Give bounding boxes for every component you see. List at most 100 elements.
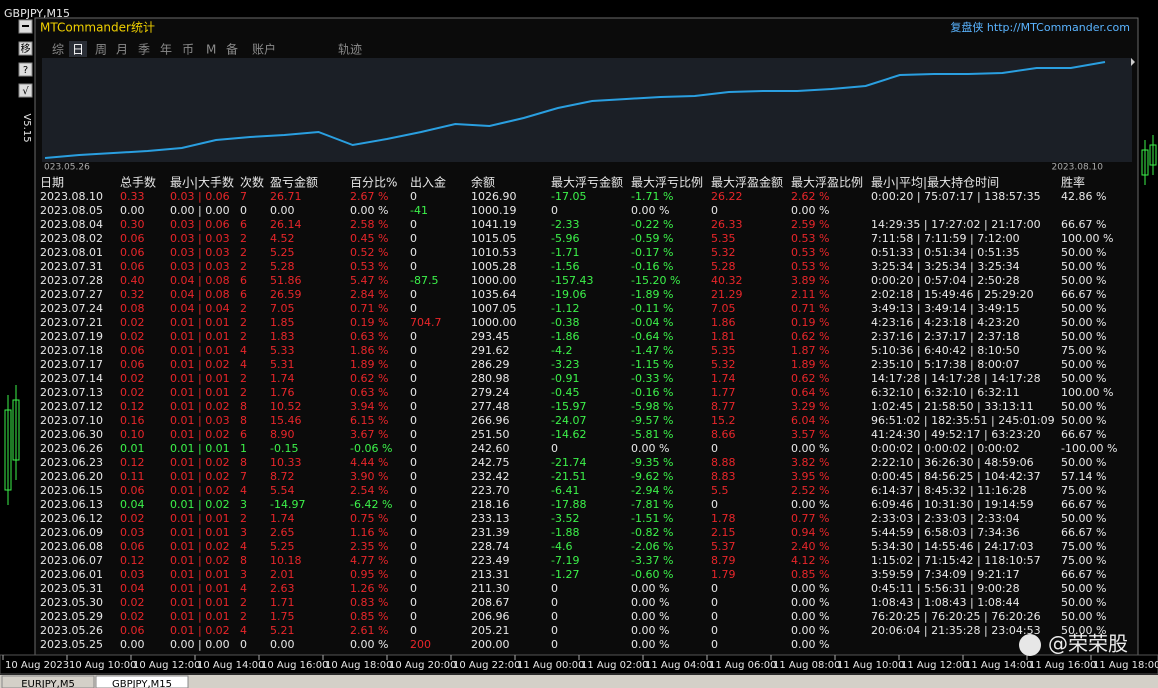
brand-link[interactable]: 复盘侠 http://MTCommander.com: [950, 20, 1130, 34]
table-cell: 50.00 %: [1061, 512, 1106, 525]
table-cell: 5.31: [270, 358, 295, 371]
table-cell: 0.01 | 0.02: [170, 358, 230, 371]
table-cell: 0.00 %: [350, 204, 388, 217]
table-cell: 0.00 %: [791, 204, 829, 217]
column-header: 余额: [471, 175, 495, 190]
table-cell: 2023.05.30: [40, 596, 103, 609]
table-cell: -5.98 %: [631, 400, 673, 413]
table-cell: 0: [410, 330, 417, 343]
table-cell: -1.27: [551, 568, 579, 581]
watermark-icon: [1019, 634, 1041, 656]
table-cell: 286.29: [471, 358, 510, 371]
table-cell: -5.96: [551, 232, 579, 245]
table-cell: 2: [240, 232, 247, 245]
table-cell: 2023.07.24: [40, 302, 103, 315]
tab[interactable]: 账户: [252, 42, 276, 57]
side-button[interactable]: [18, 83, 33, 98]
bottom-tab[interactable]: [1, 675, 95, 688]
tab[interactable]: 日: [72, 43, 84, 57]
table-cell: 0.53 %: [791, 246, 829, 259]
tab[interactable]: 年: [160, 43, 172, 57]
time-label: 11 Aug 16:00: [1029, 660, 1096, 671]
column-header: 最小|平均|最大持仓时间: [871, 175, 999, 190]
table-cell: 279.24: [471, 386, 510, 399]
table-cell: 0: [551, 204, 558, 217]
table-cell: -15.20 %: [631, 274, 680, 287]
table-cell: -2.33: [551, 218, 579, 231]
tab[interactable]: 月: [116, 43, 128, 57]
version: V5.15: [21, 113, 32, 142]
table-cell: 0.00 %: [791, 610, 829, 623]
table-cell: -17.88: [551, 498, 586, 511]
tab-active: [69, 41, 87, 57]
table-cell: 75.00 %: [1061, 554, 1106, 567]
table-cell: -1.71 %: [631, 190, 673, 203]
table-cell: 0.04: [120, 582, 145, 595]
time-label: 11 Aug 02:00: [581, 660, 648, 671]
table-cell: -157.43: [551, 274, 593, 287]
table-cell: 3:49:13 | 3:49:14 | 3:49:15: [871, 302, 1020, 315]
table-cell: 4: [240, 582, 247, 595]
table-cell: 1.83: [270, 330, 295, 343]
table-cell: 2: [240, 386, 247, 399]
table-cell: 3:59:59 | 7:34:09 | 9:21:17: [871, 568, 1020, 581]
table-cell: -100.00 %: [1061, 442, 1117, 455]
tab[interactable]: 备: [226, 43, 238, 57]
table-cell: 200: [410, 638, 431, 651]
table-cell: 0.03 | 0.03: [170, 232, 230, 245]
table-cell: 1.16 %: [350, 526, 388, 539]
table-cell: 2.54 %: [350, 484, 388, 497]
table-cell: 0.01 | 0.02: [170, 624, 230, 637]
side-button[interactable]: [18, 62, 33, 77]
tab[interactable]: M: [206, 43, 216, 57]
table-cell: 2023.07.27: [40, 288, 103, 301]
table-cell: 0.71 %: [791, 302, 829, 315]
table-cell: 2023.07.17: [40, 358, 103, 371]
table-cell: 2023.08.02: [40, 232, 103, 245]
time-label: 11 Aug 14:00: [965, 660, 1032, 671]
table-cell: 0.03 | 0.03: [170, 246, 230, 259]
table-cell: 0.01 | 0.01: [170, 610, 230, 623]
balance-line: [44, 61, 1106, 159]
table-cell: -6.41: [551, 484, 579, 497]
tab[interactable]: 综: [52, 43, 64, 57]
table-cell: 0.04: [120, 498, 145, 511]
table-cell: 0: [410, 526, 417, 539]
table-cell: 0.19 %: [350, 316, 388, 329]
side-button[interactable]: [18, 41, 33, 56]
table-cell: 76:20:25 | 76:20:25 | 76:20:26: [871, 610, 1041, 623]
table-cell: -24.07: [551, 414, 586, 427]
bottom-tab[interactable]: [95, 675, 189, 688]
table-cell: 0: [410, 372, 417, 385]
table-cell: 3.95 %: [791, 470, 829, 483]
table-cell: 228.74: [471, 540, 510, 553]
table-cell: -14.97: [270, 498, 305, 511]
table-cell: 2.59 %: [791, 218, 829, 231]
table-cell: 0.06: [120, 232, 145, 245]
table-cell: 0.53 %: [791, 260, 829, 273]
tab[interactable]: 周: [95, 43, 107, 57]
table-cell: 0.06: [120, 344, 145, 357]
table-cell: 0.53 %: [791, 232, 829, 245]
tab[interactable]: 季: [138, 43, 150, 57]
table-cell: 266.96: [471, 414, 510, 427]
table-cell: 223.49: [471, 554, 510, 567]
table-cell: 1.86 %: [350, 344, 388, 357]
time-label: 11 Aug 08:00: [773, 660, 840, 671]
table-cell: 0.40: [120, 274, 145, 287]
table-cell: 0.62 %: [791, 372, 829, 385]
table-cell: 0.00: [120, 638, 145, 651]
table-cell: 50.00 %: [1061, 372, 1106, 385]
table-cell: 205.21: [471, 624, 510, 637]
bottom-tabs: EURJPY,M5 GBPJPY,M15: [1, 675, 189, 688]
table-cell: 2023.07.21: [40, 316, 103, 329]
tab[interactable]: 币: [182, 43, 194, 57]
table-cell: 2.52 %: [791, 484, 829, 497]
table-cell: 0: [410, 218, 417, 231]
tab[interactable]: 轨迹: [338, 43, 362, 57]
table-cell: 5.25: [270, 246, 295, 259]
table-cell: 0.02: [120, 596, 145, 609]
table-cell: 41:24:30 | 49:52:17 | 63:23:20: [871, 428, 1041, 441]
table-cell: 1.71: [270, 596, 295, 609]
